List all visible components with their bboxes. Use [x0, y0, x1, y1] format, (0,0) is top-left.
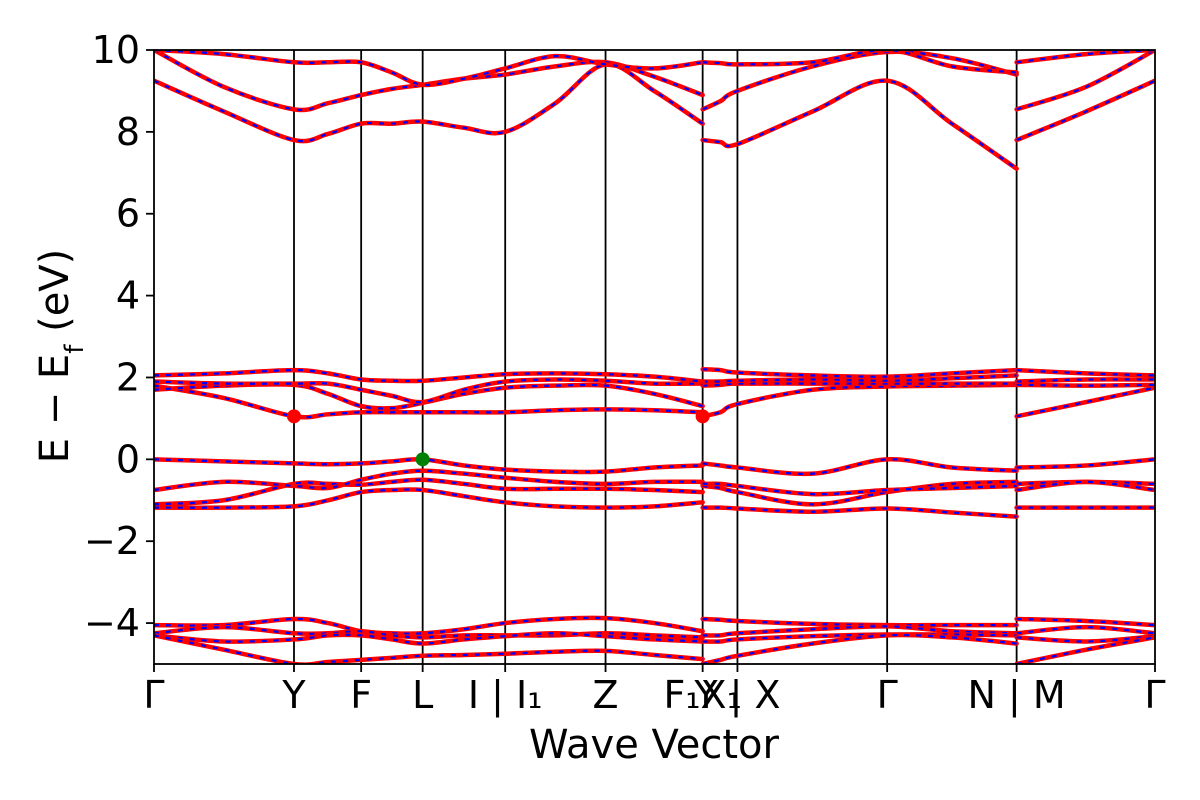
band-line-overlay	[1016, 635, 1155, 643]
band-line-overlay	[154, 50, 703, 87]
band-line-overlay	[1016, 458, 1155, 469]
band-line-overlay	[1016, 480, 1155, 492]
y-tick-label: 4	[116, 274, 140, 318]
band-line-overlay	[154, 616, 703, 635]
x-tick-label: L	[412, 673, 433, 717]
y-axis-title-main: E − E	[32, 354, 78, 464]
y-axis-title-subscript: f	[60, 344, 90, 354]
x-tick-label: Y | X	[693, 673, 780, 718]
band-line-overlay	[1016, 626, 1155, 635]
band-line-overlay	[702, 506, 1017, 518]
band-line-overlay	[1016, 386, 1155, 418]
band-line-overlay	[154, 378, 703, 404]
band-line-overlay	[702, 368, 1017, 378]
plot-area	[154, 50, 1155, 664]
band-line-overlay	[702, 633, 1017, 643]
y-tick-label: −2	[84, 519, 140, 563]
band-line-overlay	[702, 625, 1017, 637]
band-line-overlay	[154, 632, 703, 645]
x-tick-label: Γ	[877, 673, 898, 717]
band-line-overlay	[702, 617, 1017, 627]
band-line-overlay	[702, 382, 1017, 387]
band-line-overlay	[1016, 617, 1155, 627]
band-line-overlay	[702, 458, 1017, 475]
y-tick-label: 2	[116, 355, 140, 399]
band-line-overlay	[1016, 50, 1155, 111]
band-line-overlay	[702, 480, 1017, 506]
band-line-overlay	[154, 63, 704, 143]
y-axis-title-unit: (eV)	[32, 249, 78, 345]
band-line-overlay	[702, 374, 1017, 383]
band-line-overlay	[154, 469, 703, 492]
band-line-overlay	[702, 633, 1017, 664]
y-tick-label: 10	[92, 28, 140, 72]
x-tick-label: I | I₁	[468, 673, 543, 718]
band-line-overlay	[154, 368, 703, 383]
plot-frame	[153, 49, 1156, 665]
band-line-overlay	[702, 79, 1018, 170]
y-tick-label: 8	[116, 110, 140, 154]
band-line	[1014, 377, 1155, 384]
band-line-overlay	[702, 50, 1017, 74]
band-line-overlay	[702, 482, 1017, 496]
x-tick-label: F	[350, 673, 372, 717]
band-line-overlay	[1016, 79, 1155, 142]
x-axis-title: Wave Vector	[529, 722, 780, 768]
y-tick-label: −4	[84, 601, 140, 645]
band-line-overlay	[1016, 636, 1155, 664]
extremum-marker	[415, 452, 430, 467]
band-line	[1014, 382, 1155, 388]
band-line-overlay	[1016, 383, 1155, 387]
extremum-marker	[286, 409, 301, 424]
y-axis-title: E − Ef (eV)	[32, 249, 90, 464]
x-tick-label: Γ	[143, 673, 164, 717]
extremum-marker	[695, 409, 710, 424]
x-tick-label: Y	[281, 673, 306, 717]
x-tick-label: F₁X₁	[663, 673, 741, 717]
band-line	[700, 50, 1019, 112]
x-tick-label: Γ	[1144, 673, 1165, 717]
band-line-overlay	[154, 488, 703, 509]
x-tick-label: Z	[593, 673, 619, 717]
band-line-overlay	[1016, 369, 1155, 377]
y-tick-label: 6	[116, 192, 140, 236]
y-tick-label: 0	[116, 437, 140, 481]
band-line-overlay	[154, 626, 703, 639]
band-line-overlay	[1016, 480, 1155, 485]
x-tick-label: N | M	[968, 673, 1066, 718]
band-line-overlay	[1016, 378, 1155, 383]
